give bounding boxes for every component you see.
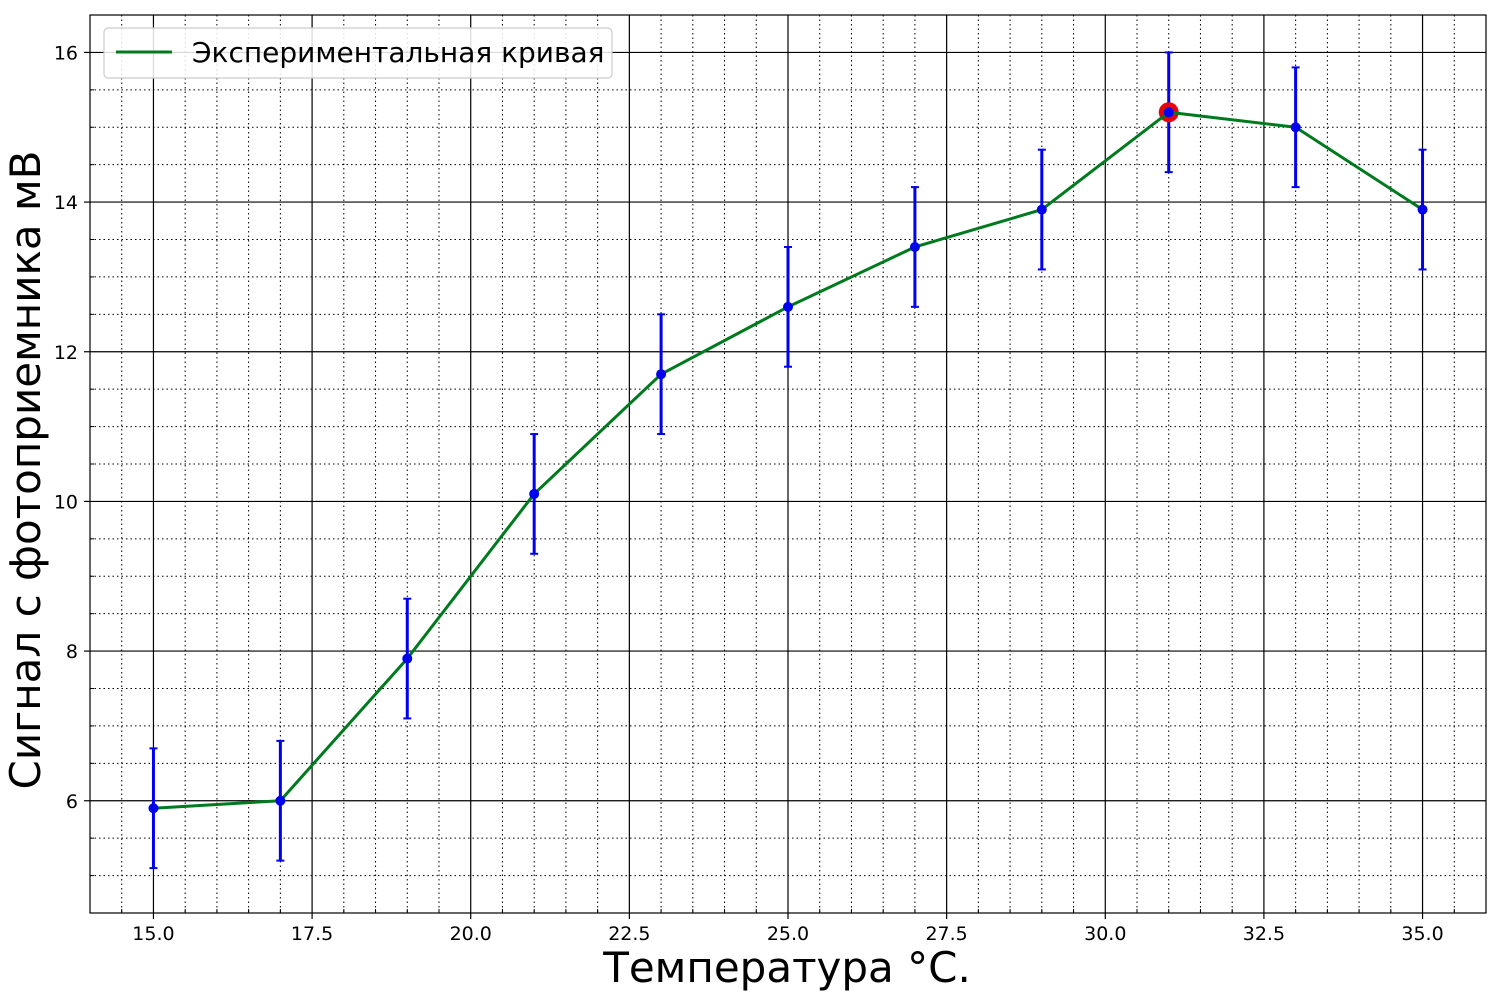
x-tick-label: 30.0	[1084, 923, 1126, 945]
y-tick-label: 14	[54, 192, 78, 214]
axis-ticks	[84, 14, 1487, 919]
x-tick-label: 27.5	[925, 923, 967, 945]
x-tick-label: 25.0	[767, 923, 809, 945]
legend-label: Экспериментальная кривая	[192, 36, 604, 69]
data-point	[529, 488, 540, 499]
legend-box	[103, 27, 613, 79]
data-point	[275, 795, 286, 806]
data-markers	[148, 107, 1428, 814]
tick-labels: 15.0 17.5 20.0 22.5 25.0 27.5 30.0 32.5 35.0 6 8 10…	[54, 42, 1444, 945]
data-point	[1290, 122, 1301, 133]
y-tick-label: 12	[54, 342, 78, 364]
y-tick-label: 16	[54, 42, 78, 64]
data-point	[656, 369, 667, 380]
y-tick-label: 8	[66, 641, 78, 663]
data-point	[148, 803, 159, 814]
y-tick-label: 6	[66, 791, 78, 813]
x-tick-label: 17.5	[291, 923, 333, 945]
x-tick-label: 20.0	[450, 923, 492, 945]
data-point	[1417, 204, 1428, 215]
data-point	[402, 653, 413, 664]
x-tick-label: 22.5	[608, 923, 650, 945]
data-point	[783, 301, 793, 312]
x-tick-label: 32.5	[1243, 923, 1285, 945]
data-point	[1163, 107, 1174, 118]
x-axis-title: Температура °C.	[602, 943, 971, 992]
x-tick-label: 15.0	[132, 923, 174, 945]
x-tick-label: 35.0	[1401, 923, 1443, 945]
data-point	[1036, 204, 1047, 215]
y-tick-label: 10	[54, 491, 78, 513]
data-point	[909, 241, 920, 252]
legend: Экспериментальная кривая	[103, 27, 613, 79]
y-axis-title: Сигнал с фотоприемника мВ	[1, 151, 50, 790]
